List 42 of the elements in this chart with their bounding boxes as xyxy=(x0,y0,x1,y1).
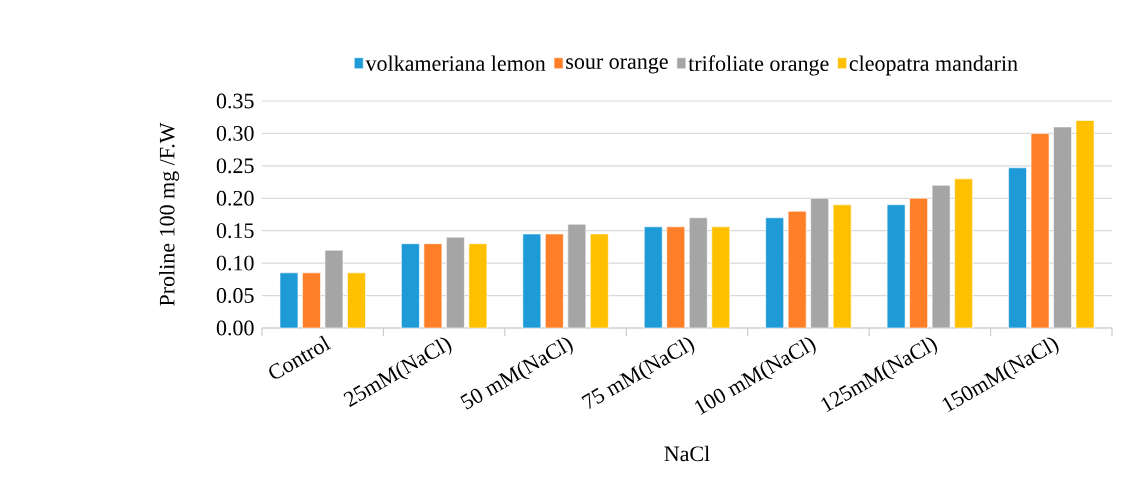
bar xyxy=(590,233,609,329)
bar xyxy=(545,233,564,329)
bar xyxy=(1030,133,1050,329)
bar xyxy=(302,272,321,329)
y-tick-label: 0.15 xyxy=(216,223,254,239)
y-tick-label: 0.05 xyxy=(216,288,254,304)
bar xyxy=(279,272,299,329)
bar xyxy=(787,210,807,329)
y-tick-label: 0.00 xyxy=(216,320,254,336)
y-tick-label: 0.20 xyxy=(216,190,254,206)
bar xyxy=(688,217,708,329)
bar xyxy=(711,226,731,329)
bar xyxy=(401,243,420,329)
legend-label: cleopatra mandarin xyxy=(849,55,1018,76)
y-tick-label: 0.35 xyxy=(216,93,254,109)
bar xyxy=(954,178,973,329)
y-axis-title: Proline 100 mg /F.W xyxy=(159,122,180,306)
legend-label: sour orange xyxy=(566,57,668,74)
bar xyxy=(1075,120,1095,329)
bar xyxy=(643,226,663,329)
bar xyxy=(1053,126,1072,329)
bar xyxy=(810,197,829,329)
bar xyxy=(423,243,443,329)
y-tick-label: 0.10 xyxy=(216,255,254,271)
bar xyxy=(567,223,587,329)
bar xyxy=(347,272,366,329)
bar xyxy=(886,204,906,329)
bar xyxy=(909,197,928,329)
legend-label: volkameriana lemon xyxy=(365,55,546,71)
bar xyxy=(666,226,686,329)
bar xyxy=(324,249,344,329)
bar xyxy=(468,243,488,329)
bar xyxy=(522,233,542,329)
bar xyxy=(446,236,465,329)
bar xyxy=(832,204,852,329)
bar xyxy=(931,185,951,329)
bar xyxy=(765,217,784,329)
y-tick-label: 0.30 xyxy=(216,125,254,141)
legend-label: trifoliate orange xyxy=(688,55,829,76)
x-axis-title: NaCl xyxy=(664,445,710,462)
bar xyxy=(1008,167,1027,329)
y-tick-label: 0.25 xyxy=(216,158,254,174)
